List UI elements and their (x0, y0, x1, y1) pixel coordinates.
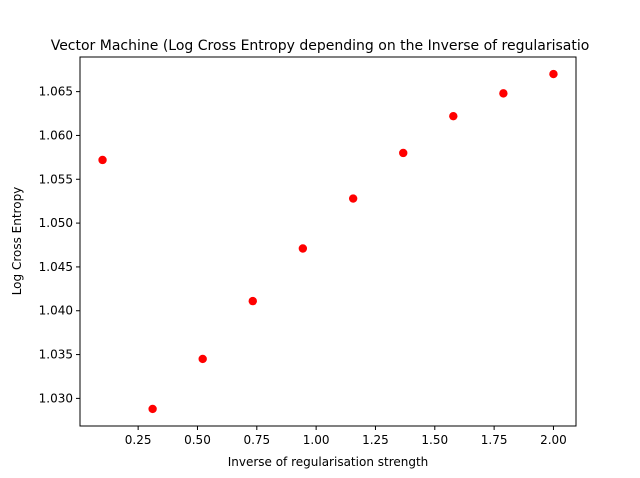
y-axis-label: Log Cross Entropy (10, 187, 24, 296)
y-tick-label: 1.065 (39, 85, 73, 99)
plot-area-frame (79, 56, 577, 427)
y-tick-label: 1.055 (39, 172, 73, 186)
data-point (348, 194, 358, 203)
x-tick-label: 1.50 (421, 433, 448, 447)
y-tick-label: 1.030 (39, 391, 73, 405)
x-tick-label: 0.75 (243, 433, 270, 447)
y-tick-label: 1.045 (39, 260, 73, 274)
x-axis: 0.25 0.50 0.75 1.00 1.25 1.50 1.75 2.00 (125, 426, 567, 447)
y-axis: 1.030 1.035 1.040 1.045 1.050 1.055 1.060 1.065 (39, 85, 80, 405)
data-point (549, 69, 558, 79)
y-tick-label: 1.050 (39, 216, 73, 230)
x-axis-label: Inverse of regularisation strength (228, 455, 429, 469)
x-tick-label: 2.00 (540, 433, 567, 447)
data-point (98, 155, 107, 165)
x-tick-label: 0.25 (125, 433, 152, 447)
y-tick-label: 1.040 (39, 304, 73, 318)
data-point (198, 354, 207, 364)
data-point (248, 296, 257, 306)
x-tick-label: 1.00 (303, 433, 330, 447)
chart-title: Vector Machine (Log Cross Entropy depend… (51, 38, 590, 54)
data-point (148, 404, 157, 414)
data-series (98, 69, 558, 414)
x-tick-label: 0.50 (184, 433, 211, 447)
y-tick-label: 1.060 (39, 128, 73, 142)
y-tick-label: 1.035 (39, 348, 73, 362)
data-point (499, 89, 508, 98)
x-tick-label: 1.25 (362, 433, 389, 447)
data-point (399, 148, 408, 158)
data-point (449, 111, 458, 121)
x-tick-label: 1.75 (481, 433, 508, 447)
data-point (298, 244, 308, 253)
